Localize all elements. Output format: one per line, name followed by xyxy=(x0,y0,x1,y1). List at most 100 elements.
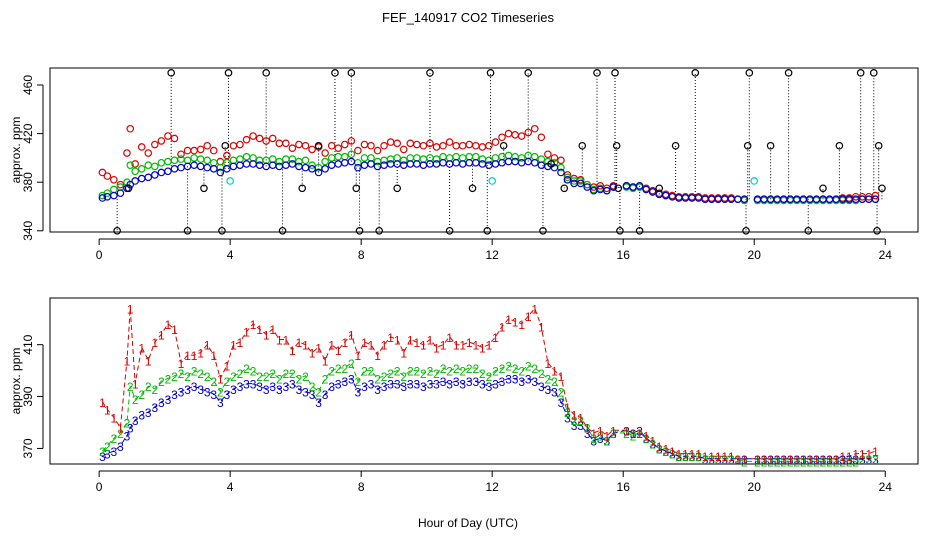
top-series2-point xyxy=(275,157,284,166)
bottom-series3-symbol: 3 xyxy=(427,378,434,392)
bottom-series1-symbol: 1 xyxy=(296,336,303,350)
bottom-series3-symbol: 3 xyxy=(525,372,532,386)
top-outlier-point xyxy=(393,184,402,193)
bottom-series3-symbol: 3 xyxy=(872,453,879,467)
top-outlier-point xyxy=(856,69,865,77)
top-outlier-point xyxy=(874,141,883,150)
bottom-series3-symbol: 3 xyxy=(793,453,800,467)
bottom-series3-symbol: 3 xyxy=(597,432,604,446)
bottom-series3-symbol: 3 xyxy=(250,378,257,392)
bottom-series2-symbol: 2 xyxy=(158,375,165,389)
top-series3-point xyxy=(223,165,231,173)
bottom-series2-symbol: 2 xyxy=(761,455,768,469)
top-outlier-point xyxy=(499,141,508,150)
top-outlier-point xyxy=(352,184,361,193)
top-series2-point xyxy=(419,155,428,163)
bottom-series1-symbol: 1 xyxy=(446,331,453,345)
top-series2-point xyxy=(249,154,257,162)
bottom-y-tick-label: 390 xyxy=(21,386,35,406)
top-series3-point xyxy=(110,191,118,200)
bottom-series1-symbol: 1 xyxy=(577,411,584,425)
bottom-series1-symbol: 1 xyxy=(669,445,676,459)
top-series2-point xyxy=(236,155,244,163)
top-series3-point xyxy=(98,194,107,202)
top-series1-point xyxy=(504,129,513,138)
bottom-series2-symbol: 2 xyxy=(564,406,571,420)
top-outlier-point xyxy=(611,69,619,77)
top-series1-point xyxy=(380,141,388,150)
bottom-y-axis: 370 390 410 xyxy=(21,334,44,458)
top-series2-point xyxy=(517,154,526,162)
top-series1-point xyxy=(393,139,402,148)
bottom-series1-symbol: 1 xyxy=(571,409,578,423)
bottom-series2-symbol: 2 xyxy=(636,427,643,441)
bottom-y-axis-label: approx. ppm xyxy=(9,348,23,415)
bottom-series2-symbol: 2 xyxy=(774,455,781,469)
top-series3-point xyxy=(452,158,460,167)
bottom-series2-symbol: 2 xyxy=(400,370,407,384)
bottom-series1-symbol: 1 xyxy=(269,323,276,337)
bottom-series3-symbol: 3 xyxy=(571,419,578,433)
bottom-series3-symbol: 3 xyxy=(682,450,689,464)
top-series3-point xyxy=(203,163,212,172)
bottom-series1-symbol: 1 xyxy=(767,453,774,467)
bottom-series3-symbol: 3 xyxy=(117,440,124,454)
top-series3-point xyxy=(229,162,238,171)
bottom-series2-symbol: 2 xyxy=(813,455,820,469)
top-series1-point xyxy=(216,157,225,166)
top-series3-point xyxy=(157,168,166,177)
top-outlier-point xyxy=(691,69,700,77)
top-series3-point xyxy=(126,180,135,189)
top-series1-point xyxy=(524,128,533,137)
bottom-series3-symbol: 3 xyxy=(702,453,709,467)
top-outlier-point xyxy=(616,226,624,235)
bottom-series3-symbol: 3 xyxy=(243,378,250,392)
bottom-series3-symbol: 3 xyxy=(282,380,289,394)
top-x-tick-label: 24 xyxy=(879,248,893,262)
bottom-series1-symbol: 1 xyxy=(368,339,375,353)
bottom-series2-symbol: 2 xyxy=(427,365,434,379)
bottom-series2-symbol: 2 xyxy=(368,365,375,379)
bottom-series2-symbol: 2 xyxy=(446,365,453,379)
top-series1-point xyxy=(223,151,231,160)
bottom-series2-symbol: 2 xyxy=(341,362,348,376)
top-outlier-point xyxy=(655,184,664,193)
top-series2-point xyxy=(550,158,559,167)
bottom-series3-symbol: 3 xyxy=(341,375,348,389)
bottom-series3-symbol: 3 xyxy=(472,375,479,389)
top-series2-point xyxy=(576,177,585,185)
bottom-series2-symbol: 2 xyxy=(256,370,263,384)
bottom-series2-symbol: 2 xyxy=(872,453,879,467)
top-series1-point xyxy=(386,138,395,146)
bottom-series1-symbol: 1 xyxy=(538,321,545,335)
bottom-series2-symbol: 2 xyxy=(250,365,257,379)
bottom-plot-frame xyxy=(49,297,919,465)
top-series1-point xyxy=(340,140,349,149)
bottom-series2-symbol: 2 xyxy=(715,453,722,467)
bottom-series2-symbol: 2 xyxy=(394,365,401,379)
bottom-series1-symbol: 1 xyxy=(866,448,873,462)
top-series3-point xyxy=(209,165,218,173)
top-series1-point xyxy=(98,168,107,177)
top-series1-point xyxy=(301,141,310,150)
top-series3-point xyxy=(609,183,618,191)
bottom-series1-symbol: 1 xyxy=(682,448,689,462)
bottom-series3-symbol: 3 xyxy=(852,453,859,467)
top-x-tick-label: 4 xyxy=(227,248,234,262)
bottom-series3-symbol: 3 xyxy=(558,396,565,410)
top-series2-point xyxy=(170,156,179,165)
bottom-series2-symbol: 2 xyxy=(302,370,309,384)
top-series1-point xyxy=(268,134,277,143)
bottom-series1-symbol: 1 xyxy=(263,328,270,342)
top-series3-point xyxy=(116,189,125,197)
bottom-series3-symbol: 3 xyxy=(256,380,263,394)
bottom-series1-symbol: 1 xyxy=(440,339,447,353)
top-series2-point xyxy=(151,162,159,171)
bottom-series1-symbol: 1 xyxy=(754,453,761,467)
top-series1-point xyxy=(126,124,135,133)
bottom-series2-symbol: 2 xyxy=(603,435,610,449)
top-series2-point xyxy=(537,155,546,163)
top-outlier-point xyxy=(878,184,886,193)
bottom-series2-symbol: 2 xyxy=(708,453,715,467)
top-series3-point xyxy=(740,195,749,204)
